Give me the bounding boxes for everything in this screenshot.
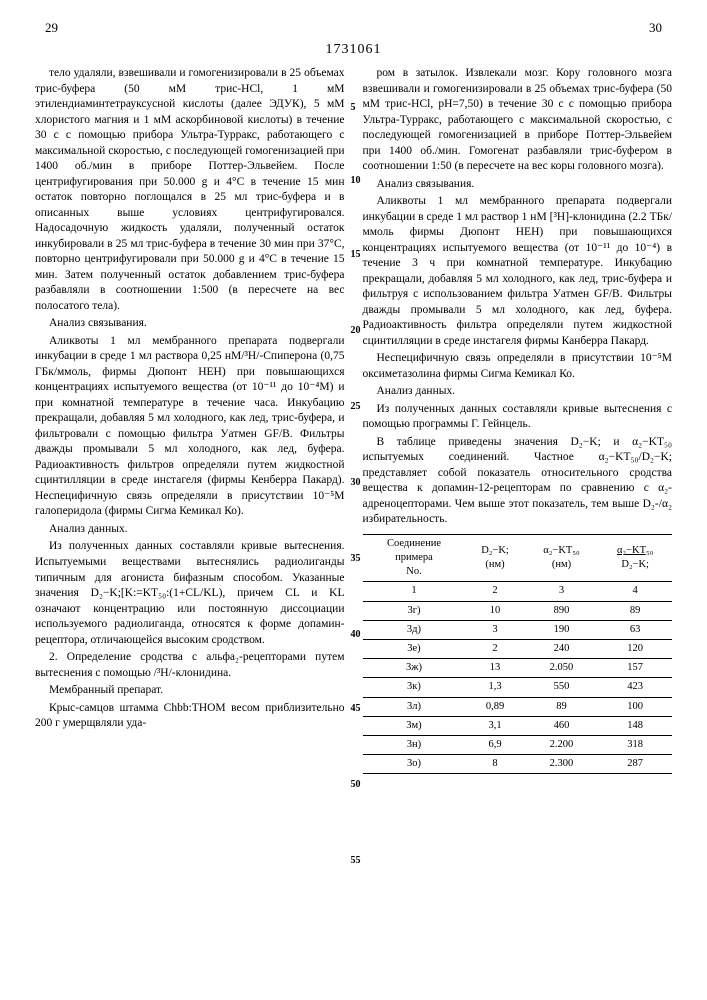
line-num: 35 [351, 552, 361, 566]
line-num: 10 [351, 174, 361, 188]
col-header-d2k: D₂−K; (нм) [465, 534, 524, 582]
table-cell: 318 [598, 735, 672, 754]
two-column-body: тело удаляли, взвешивали и гомогенизиров… [35, 66, 672, 774]
table-cell: 2 [465, 639, 524, 658]
body-paragraph: ром в затылок. Извлекали мозг. Кору голо… [363, 66, 673, 175]
body-paragraph: тело удаляли, взвешивали и гомогенизиров… [35, 66, 345, 314]
table-cell: 3ж) [363, 659, 466, 678]
table-cell: 287 [598, 755, 672, 774]
table-cell: 3о) [363, 755, 466, 774]
col-index: 3 [525, 582, 599, 601]
table-cell: 3,1 [465, 716, 524, 735]
col-header-ratio: α₂−KT₅₀ D₂−K; [598, 534, 672, 582]
body-paragraph: Мембранный препарат. [35, 683, 345, 699]
table-cell: 3л) [363, 697, 466, 716]
body-paragraph: Анализ данных. [35, 522, 345, 538]
body-paragraph: Анализ данных. [363, 384, 673, 400]
body-paragraph: Из полученных данных составляли кривые в… [35, 539, 345, 648]
table-cell: 3к) [363, 678, 466, 697]
body-paragraph: 2. Определение сродства с альфа₂-рецепто… [35, 650, 345, 681]
page-header: 29 30 [35, 20, 672, 36]
table-row: 3е)2240120 [363, 639, 673, 658]
line-num: 25 [351, 400, 361, 414]
table-cell: 2.300 [525, 755, 599, 774]
table-row: 3о)82.300287 [363, 755, 673, 774]
table-cell: 13 [465, 659, 524, 678]
table-row: 3н)6,92.200318 [363, 735, 673, 754]
table-cell: 8 [465, 755, 524, 774]
line-num: 40 [351, 628, 361, 642]
left-column: тело удаляли, взвешивали и гомогенизиров… [35, 66, 345, 774]
body-paragraph: Крыс-самцов штамма Chbb:THOM весом прибл… [35, 701, 345, 732]
body-paragraph: В таблице приведены значения D₂−K; и α₂−… [363, 435, 673, 528]
table-cell: 89 [525, 697, 599, 716]
line-num: 55 [351, 854, 361, 868]
col-index: 2 [465, 582, 524, 601]
body-paragraph: Неспецифичную связь определяли в присутс… [363, 351, 673, 382]
table-row: 3к)1,3550423 [363, 678, 673, 697]
patent-page: 29 30 1731061 тело удаляли, взвешивали и… [0, 0, 707, 784]
table-cell: 10 [465, 601, 524, 620]
table-cell: 190 [525, 620, 599, 639]
table-body: 3г)10890893д)3190633е)22401203ж)132.0501… [363, 601, 673, 774]
table-cell: 157 [598, 659, 672, 678]
line-num: 30 [351, 476, 361, 490]
table-cell: 2.200 [525, 735, 599, 754]
table-row: 3д)319063 [363, 620, 673, 639]
table-row: 3г)1089089 [363, 601, 673, 620]
col-header-compound: Соединение примера No. [363, 534, 466, 582]
table-cell: 3н) [363, 735, 466, 754]
table-cell: 2.050 [525, 659, 599, 678]
body-paragraph: Из полученных данных составляли кривые в… [363, 402, 673, 433]
line-num: 5 [351, 101, 356, 115]
page-number-right: 30 [649, 20, 662, 36]
table-cell: 3е) [363, 639, 466, 658]
table-cell: 120 [598, 639, 672, 658]
table-cell: 460 [525, 716, 599, 735]
table-cell: 890 [525, 601, 599, 620]
table-cell: 89 [598, 601, 672, 620]
table-cell: 423 [598, 678, 672, 697]
line-num: 15 [351, 248, 361, 262]
table-cell: 6,9 [465, 735, 524, 754]
body-paragraph: Аликвоты 1 мл мембранного препарата подв… [35, 334, 345, 520]
line-num: 20 [351, 324, 361, 338]
body-paragraph: Аликвоты 1 мл мембранного препарата подв… [363, 194, 673, 349]
table-row: 3м)3,1460148 [363, 716, 673, 735]
table-cell: 550 [525, 678, 599, 697]
col-index: 4 [598, 582, 672, 601]
table-cell: 3д) [363, 620, 466, 639]
table-row: 3ж)132.050157 [363, 659, 673, 678]
body-paragraph: Анализ связывания. [363, 177, 673, 193]
right-column: 5 10 15 20 25 30 35 40 45 50 55 ром в за… [363, 66, 673, 774]
table-cell: 148 [598, 716, 672, 735]
table-cell: 240 [525, 639, 599, 658]
body-paragraph: Анализ связывания. [35, 316, 345, 332]
results-table: Соединение примера No. D₂−K; (нм) α₂−KT₅… [363, 534, 673, 774]
line-num: 50 [351, 778, 361, 792]
table-cell: 3м) [363, 716, 466, 735]
table-cell: 1,3 [465, 678, 524, 697]
col-header-a2kt50: α₂−KT₅₀ (нм) [525, 534, 599, 582]
page-number-left: 29 [45, 20, 58, 36]
table-cell: 0,89 [465, 697, 524, 716]
table-cell: 3 [465, 620, 524, 639]
table-cell: 63 [598, 620, 672, 639]
col-index: 1 [363, 582, 466, 601]
table-cell: 100 [598, 697, 672, 716]
table-row: 3л)0,8989100 [363, 697, 673, 716]
table-cell: 3г) [363, 601, 466, 620]
line-num: 45 [351, 702, 361, 716]
patent-number: 1731061 [35, 42, 672, 58]
